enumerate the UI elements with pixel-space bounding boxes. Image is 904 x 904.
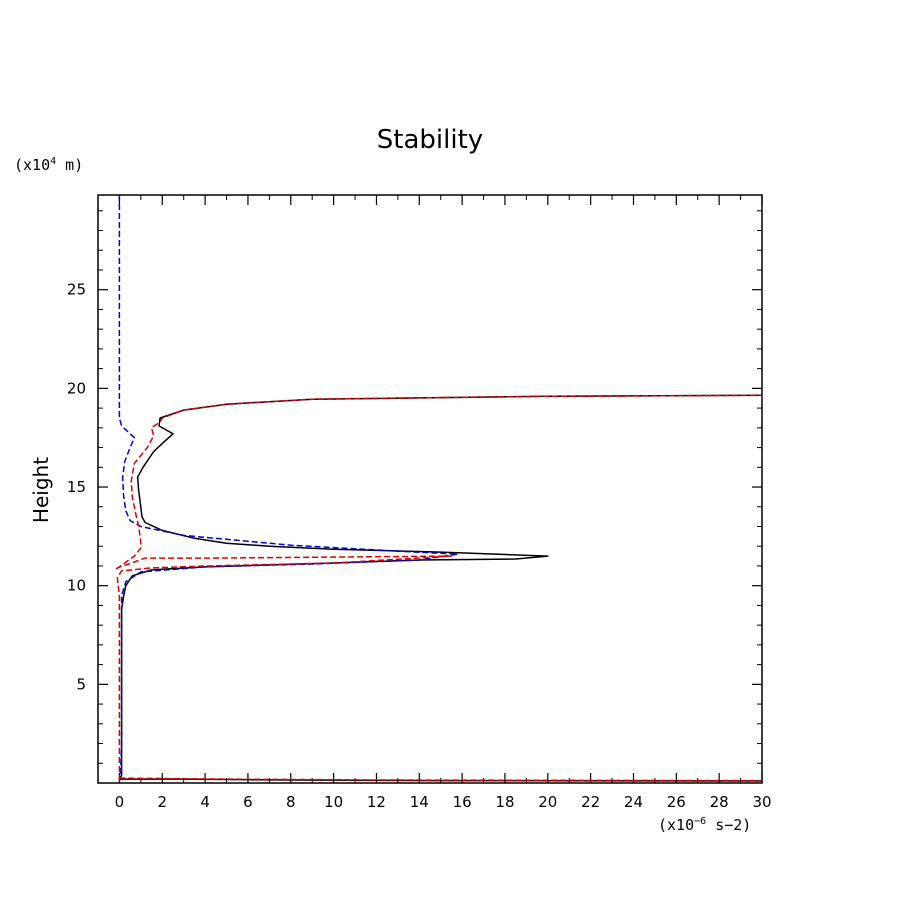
x-tick-label: 14 (410, 793, 429, 811)
y-unit-label: (x104 m) (14, 156, 83, 174)
chart-title: Stability (377, 125, 483, 155)
x-tick-label: 12 (367, 793, 386, 811)
y-unit-prefix: (x10 (14, 156, 50, 174)
x-tick-label: 22 (581, 793, 600, 811)
x-tick-label: 10 (324, 793, 343, 811)
y-unit-exponent: 4 (50, 156, 56, 167)
series-line-4 (119, 777, 763, 782)
x-unit-exponent: −6 (694, 816, 706, 827)
x-tick-label: 20 (538, 793, 557, 811)
x-tick-label: 26 (667, 793, 686, 811)
x-unit-prefix: (x10 (658, 816, 694, 834)
x-tick-label: 6 (243, 793, 253, 811)
x-tick-label: 2 (157, 793, 167, 811)
plot-frame (97, 194, 763, 784)
x-tick-label: 28 (710, 793, 729, 811)
series-line-0 (118, 394, 763, 782)
y-unit-suffix: m) (56, 156, 83, 174)
series-line-2 (114, 394, 763, 781)
x-tick-label: 8 (286, 793, 296, 811)
y-axis-label: Height (29, 457, 53, 523)
y-tick-label: 15 (67, 478, 86, 496)
x-tick-label: 30 (752, 793, 771, 811)
series-layer (114, 195, 763, 782)
y-tick-label: 5 (76, 675, 86, 693)
y-tick-label: 25 (67, 281, 86, 299)
x-tick-label: 4 (200, 793, 210, 811)
x-unit-label: (x10−6 s−2) (658, 816, 751, 834)
y-tick-label: 20 (67, 379, 86, 397)
x-tick-label: 16 (453, 793, 472, 811)
x-unit-suffix: s−2) (706, 816, 751, 834)
x-tick-label: 18 (495, 793, 514, 811)
y-tick-label: 10 (67, 577, 86, 595)
x-tick-label: 24 (624, 793, 643, 811)
series-line-1 (118, 195, 459, 782)
x-tick-label: 0 (115, 793, 125, 811)
